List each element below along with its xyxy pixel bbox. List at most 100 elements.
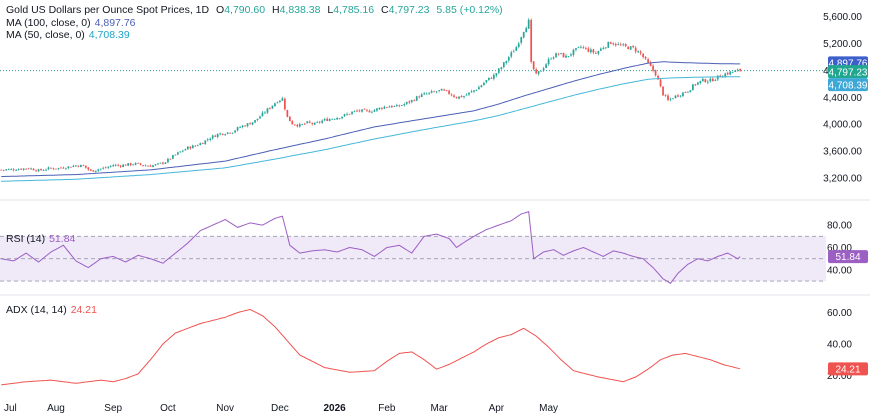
candle-body [530,19,533,62]
chart-title[interactable]: Gold US Dollars per Ounce Spot Prices, 1… [6,4,210,16]
candle [199,142,202,146]
candle-body [540,70,543,72]
candle-body [40,169,42,171]
candle-body [512,51,515,53]
price-tick-label: 5,200.00 [823,39,862,50]
candle-body [647,59,649,63]
ma100-legend[interactable]: MA (100, close, 0) 4,897.76 [6,17,140,29]
candle [246,122,249,128]
candle-body [124,164,127,166]
candle [420,93,423,98]
adx-legend[interactable]: ADX (14, 14) 24.21 [6,304,101,316]
candle-body [139,163,142,165]
candle [229,132,232,134]
candle [107,165,110,170]
candle [167,157,169,164]
candle [592,48,595,55]
candle-body [20,168,23,170]
candle-body [326,118,329,121]
candle-body [490,78,493,79]
candle [672,97,674,100]
candle [674,95,677,99]
candle [316,120,319,123]
candle-body [231,132,234,134]
candle [450,93,453,97]
candle-body [550,58,552,60]
candle [545,62,547,69]
candle [186,146,189,150]
candle-body [99,168,102,170]
candle [363,108,366,110]
candle [326,117,329,122]
x-tick-label: Apr [489,403,505,414]
candle [219,132,222,136]
candle [473,90,475,94]
ma50-legend[interactable]: MA (50, close, 0) 4,708.39 [6,29,134,41]
candle [692,83,694,91]
open-label: O [216,4,225,16]
candle-body [390,105,393,108]
candle [201,142,204,144]
candle [488,77,490,82]
candle [632,45,635,49]
adx-tag-bg [828,362,868,376]
candle [159,162,162,164]
candle-body [351,111,353,114]
candle [465,93,468,96]
candle-body [667,95,669,101]
candle-body [219,133,222,135]
candle [731,71,734,74]
candle [301,123,304,126]
candle-body [572,49,575,55]
candle [308,120,311,124]
x-tick-label: Nov [216,403,234,414]
candle-body [378,107,381,109]
candle [525,26,528,33]
candle [510,50,513,59]
low-value: 4,785.16 [333,4,375,16]
rsi-legend[interactable]: RSI (14) 51.84 [6,233,79,245]
candle-body [473,90,475,92]
candle-body [729,71,732,75]
candle-body [575,48,577,50]
candle [711,77,714,82]
candle [599,47,602,51]
candle [652,64,654,73]
candle [634,46,637,54]
candle [10,168,13,171]
candle [714,78,717,82]
candle [45,168,47,172]
candle-body [371,111,373,113]
candle-body [624,44,627,47]
candle-body [373,110,376,112]
candle-body [174,154,177,156]
candle [604,47,607,50]
candle-body [557,53,560,55]
candle-body [689,90,692,93]
candle [313,122,316,126]
candle-body [361,109,363,112]
candle [72,164,75,168]
candle [734,70,737,72]
candlestick-series [0,18,742,173]
candle [224,133,227,136]
candle [587,46,590,53]
candle-body [341,116,343,119]
candle [271,105,274,110]
rsi-tick-label: 80.00 [827,221,852,232]
candle-body [84,165,87,168]
candle [644,55,647,60]
candle [502,61,505,69]
candle-body [492,74,495,79]
candle-body [420,94,423,97]
candle-body [306,121,309,124]
candle-body [567,56,570,57]
candle [430,89,433,94]
candle [572,48,575,57]
candle [30,167,32,170]
ma50-label: MA (50, close, 0) [6,29,85,41]
candle [321,119,324,124]
candle-body [132,164,134,166]
candle-body [102,167,105,169]
